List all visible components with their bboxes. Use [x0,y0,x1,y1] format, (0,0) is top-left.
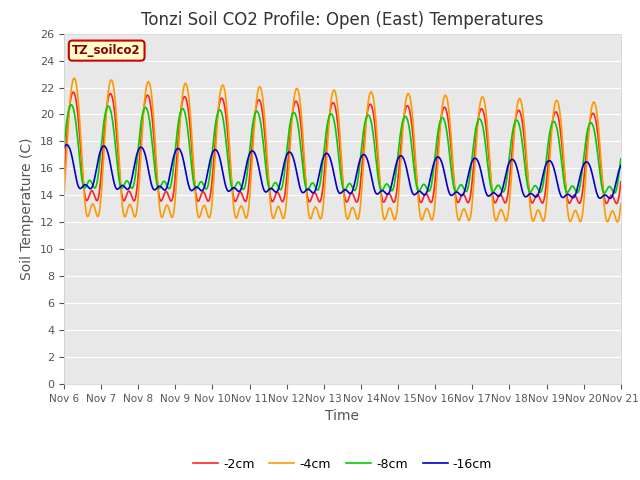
-16cm [60,145,68,151]
-2cm [440,104,448,110]
-2cm [269,199,276,204]
-8cm [179,106,187,112]
-2cm [92,197,100,203]
-4cm [617,201,625,207]
-4cm [440,94,448,99]
-2cm [291,101,298,107]
Line: -4cm: -4cm [64,78,621,222]
-8cm [611,190,618,196]
-4cm [60,192,68,198]
-16cm [291,158,298,164]
Title: Tonzi Soil CO2 Profile: Open (East) Temperatures: Tonzi Soil CO2 Profile: Open (East) Temp… [141,11,543,29]
-2cm [612,201,620,206]
-8cm [617,156,625,162]
-8cm [291,110,298,116]
Text: TZ_soilco2: TZ_soilco2 [72,44,141,57]
-8cm [287,114,295,120]
-2cm [70,89,77,95]
-4cm [179,87,187,93]
-2cm [617,179,625,185]
-16cm [287,151,295,156]
-8cm [60,144,68,149]
-16cm [617,163,625,168]
-2cm [60,171,68,177]
-4cm [70,75,78,81]
-16cm [63,142,70,148]
-2cm [287,119,295,124]
-8cm [92,183,100,189]
Line: -8cm: -8cm [64,105,621,193]
-2cm [179,96,187,102]
-8cm [440,118,448,123]
-16cm [606,195,614,201]
Y-axis label: Soil Temperature (C): Soil Temperature (C) [20,138,35,280]
X-axis label: Time: Time [325,409,360,423]
-16cm [179,156,187,162]
-8cm [269,183,276,189]
Legend: -2cm, -4cm, -8cm, -16cm: -2cm, -4cm, -8cm, -16cm [188,453,497,476]
-4cm [287,123,295,129]
-4cm [92,211,100,216]
-4cm [614,219,621,225]
-8cm [67,102,75,108]
-4cm [269,215,276,221]
-4cm [291,94,298,100]
Line: -16cm: -16cm [64,145,621,198]
-16cm [269,186,276,192]
Line: -2cm: -2cm [64,92,621,204]
-16cm [92,168,100,173]
-16cm [440,170,448,176]
